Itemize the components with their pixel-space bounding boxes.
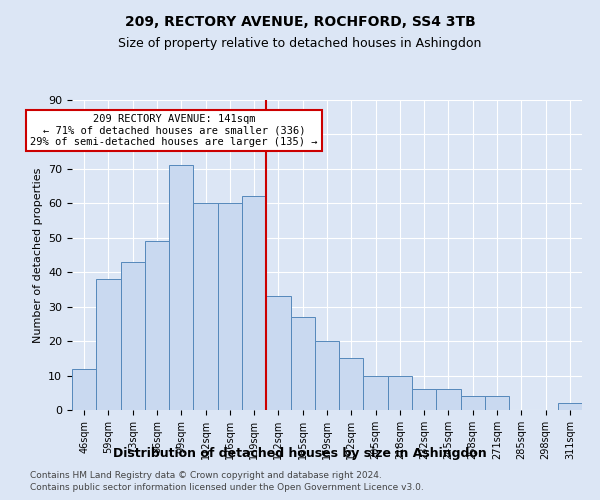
Bar [436,390,461,410]
Bar [558,403,582,410]
Text: 209, RECTORY AVENUE, ROCHFORD, SS4 3TB: 209, RECTORY AVENUE, ROCHFORD, SS4 3TB [125,15,475,29]
Text: 209 RECTORY AVENUE: 141sqm
← 71% of detached houses are smaller (336)
29% of sem: 209 RECTORY AVENUE: 141sqm ← 71% of deta… [30,114,318,147]
Bar [96,279,121,410]
Bar [339,358,364,410]
Bar [388,376,412,410]
Bar [266,296,290,410]
Text: Contains HM Land Registry data © Crown copyright and database right 2024.: Contains HM Land Registry data © Crown c… [30,471,382,480]
Bar [218,204,242,410]
Bar [290,317,315,410]
Bar [242,196,266,410]
Bar [461,396,485,410]
Bar [145,241,169,410]
Bar [315,341,339,410]
Bar [193,204,218,410]
Text: Size of property relative to detached houses in Ashingdon: Size of property relative to detached ho… [118,38,482,51]
Bar [121,262,145,410]
Y-axis label: Number of detached properties: Number of detached properties [32,168,43,342]
Bar [412,390,436,410]
Bar [485,396,509,410]
Bar [72,368,96,410]
Text: Contains public sector information licensed under the Open Government Licence v3: Contains public sector information licen… [30,484,424,492]
Bar [364,376,388,410]
Bar [169,166,193,410]
Text: Distribution of detached houses by size in Ashingdon: Distribution of detached houses by size … [113,448,487,460]
